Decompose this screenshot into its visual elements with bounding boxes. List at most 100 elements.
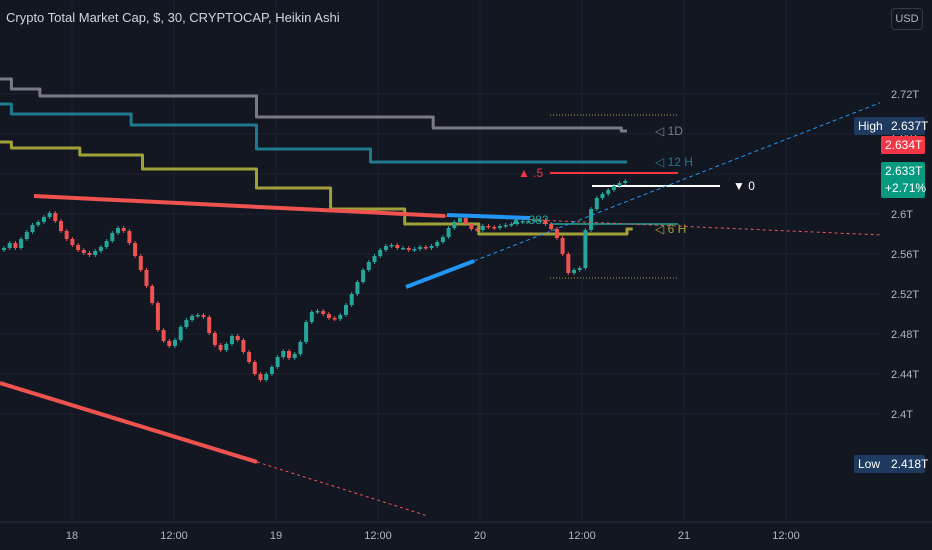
candle-body — [492, 227, 497, 229]
red-trendline-lower-ext — [256, 461, 429, 517]
candle-body — [59, 221, 63, 231]
candle-body — [406, 248, 411, 250]
time-axis-bg — [0, 522, 932, 550]
high-badge-label: High — [858, 119, 883, 133]
level-label-1d: ◁ 1D — [655, 124, 683, 138]
candle-body — [184, 320, 189, 327]
candle-body — [178, 327, 183, 340]
candle-body — [292, 354, 297, 358]
time-tick-label: 19 — [270, 530, 282, 542]
candle-body — [366, 262, 371, 270]
time-tick-label: 12:00 — [568, 530, 596, 542]
low-badge-value: 2.418T — [891, 457, 929, 471]
candle-body — [537, 220, 542, 222]
candle-body — [509, 224, 514, 226]
candle-body — [173, 340, 177, 346]
candle-body — [549, 224, 554, 229]
candle-body — [486, 226, 491, 228]
candle-body — [515, 222, 519, 224]
candle-body — [520, 221, 525, 223]
price-tick-label: 2.72T — [891, 89, 919, 101]
price-tick-label: 2.52T — [891, 289, 919, 301]
candle-body — [30, 225, 35, 232]
candle-body — [241, 340, 246, 352]
high-badge-value: 2.637T — [891, 119, 929, 133]
candle-body — [623, 181, 628, 183]
candle-body — [554, 229, 559, 238]
red-trendline-lower — [0, 381, 258, 464]
time-tick-label: 12:00 — [772, 530, 800, 542]
candle-body — [2, 248, 6, 250]
candle-body — [76, 245, 81, 250]
time-tick-label: 20 — [474, 530, 486, 542]
candle-body — [355, 282, 360, 294]
time-tick-label: 12:00 — [160, 530, 188, 542]
price-tick-label: 2.44T — [891, 369, 919, 381]
candle-body — [344, 305, 348, 315]
level-line-6h — [0, 140, 633, 236]
candle-body — [224, 344, 229, 350]
candle-body — [195, 315, 200, 317]
fib-label-0: ▼ 0 — [733, 179, 755, 193]
currency-button[interactable]: USD — [891, 8, 923, 30]
candle-body — [212, 333, 217, 345]
candle-body — [218, 345, 223, 350]
candle-body — [475, 229, 480, 231]
candle-body — [611, 186, 616, 190]
level-line-1d — [0, 77, 627, 133]
candle-body — [64, 231, 69, 239]
candle-body — [230, 336, 234, 344]
candle-body — [93, 251, 98, 255]
last-price-value: 2.633T — [885, 164, 923, 178]
candle-body — [116, 228, 120, 233]
level-lines: ◁ 1D◁ 12 H◁ 6 H — [0, 77, 693, 236]
candle-body — [104, 241, 109, 247]
candle-body — [24, 232, 29, 239]
candle-body — [332, 318, 337, 320]
time-tick-label: 12:00 — [364, 530, 392, 542]
red-price-badge — [881, 136, 925, 154]
candle-body — [349, 294, 354, 305]
candle-body — [503, 225, 508, 227]
candle-body — [190, 316, 195, 320]
level-label-12h: ◁ 12 H — [655, 155, 693, 169]
grid — [0, 0, 880, 522]
candle-body — [150, 286, 155, 303]
high-badge — [854, 117, 925, 135]
candle-body — [19, 239, 24, 248]
price-tick-label: 2.6T — [891, 209, 913, 221]
candle-body — [566, 254, 571, 273]
candle-body — [275, 357, 280, 367]
candle-body — [440, 237, 445, 242]
red-price-value: 2.634T — [885, 138, 923, 152]
candle-body — [235, 336, 240, 340]
candle-body — [47, 213, 52, 217]
candle-body — [41, 217, 46, 222]
candle-body — [121, 228, 126, 231]
candle-body — [543, 220, 548, 224]
candle-body — [207, 317, 212, 333]
level-line-12h — [0, 102, 627, 164]
candle-body — [110, 233, 115, 241]
candle-body — [372, 256, 377, 262]
candle-body — [264, 374, 269, 380]
candle-body — [167, 341, 172, 346]
candle-body — [315, 311, 320, 313]
candle-body — [326, 314, 331, 318]
candle-body — [606, 190, 611, 194]
candle-body — [87, 253, 92, 255]
candle-body — [583, 230, 588, 268]
candle-body — [577, 268, 582, 270]
candle-body — [258, 374, 263, 380]
fib-label-0.5: ▲ .5 — [518, 166, 544, 180]
candle-body — [247, 352, 252, 362]
candle-body — [401, 248, 405, 250]
candle-body — [201, 315, 206, 317]
candle-body — [269, 367, 274, 374]
candle-body — [452, 222, 457, 228]
candle-body — [281, 351, 286, 357]
candle-body — [133, 243, 138, 256]
candle-body — [395, 245, 400, 248]
candle-body — [532, 220, 537, 222]
